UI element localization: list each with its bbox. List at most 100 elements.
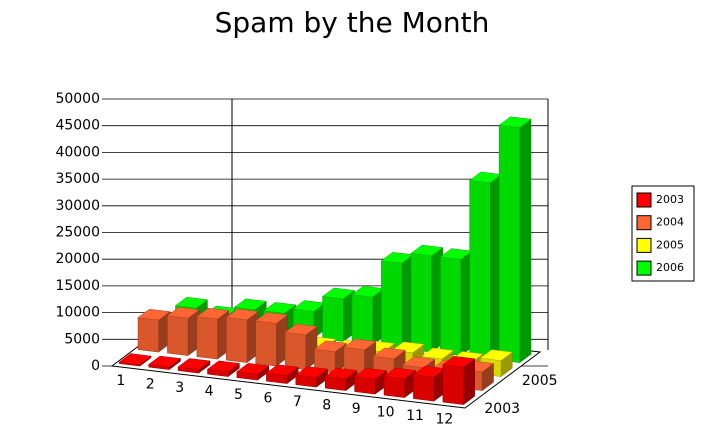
- bar-top: [321, 287, 356, 300]
- bar-top: [479, 349, 513, 361]
- x-tick-label: 12: [435, 412, 453, 428]
- bar: [118, 353, 152, 367]
- bar: [380, 252, 414, 350]
- bar-top: [166, 307, 200, 319]
- bar: [313, 340, 348, 374]
- bar: [498, 116, 532, 364]
- depth-tick-label: 2005: [522, 373, 558, 389]
- x-tick-label: 8: [322, 398, 331, 414]
- bar-front: [196, 316, 218, 360]
- bar-front: [498, 124, 520, 363]
- y-tick-label: 0: [91, 358, 100, 374]
- bar: [225, 308, 259, 364]
- bar-top: [265, 364, 299, 376]
- bar-top: [196, 307, 230, 320]
- bar-top: [442, 356, 476, 368]
- bar-front: [137, 317, 159, 353]
- bar: [196, 307, 230, 360]
- bar-top: [206, 360, 241, 373]
- bar-top: [174, 296, 209, 309]
- bar-top: [255, 312, 289, 324]
- bar-top: [233, 298, 267, 310]
- bar: [324, 367, 358, 392]
- y-tick-label: 30000: [55, 198, 100, 214]
- bar-front: [410, 253, 432, 353]
- x-tick-label: 6: [263, 391, 272, 407]
- bar: [321, 287, 356, 343]
- x-tick-label: 1: [116, 373, 125, 389]
- bar-top: [402, 356, 436, 368]
- bar-side: [519, 118, 532, 364]
- bar: [177, 358, 211, 374]
- x-tick-label: 3: [175, 380, 184, 396]
- legend-label: 2005: [656, 238, 684, 251]
- bar-front: [440, 256, 462, 356]
- bar-front: [442, 364, 464, 405]
- bar: [295, 366, 329, 388]
- x-tick-label: 9: [352, 401, 361, 417]
- bar-front: [354, 376, 376, 395]
- y-tick-label: 40000: [55, 144, 100, 160]
- bar-top: [353, 368, 388, 380]
- legend-label: 2004: [656, 216, 684, 229]
- bar-top: [284, 323, 318, 336]
- bar-top: [148, 355, 182, 368]
- bar: [148, 355, 182, 371]
- y-tick-label: 10000: [55, 305, 100, 321]
- bar-top: [177, 358, 211, 370]
- bar-top: [383, 367, 417, 380]
- bar: [236, 363, 270, 381]
- bar: [351, 285, 385, 346]
- bar-top: [225, 308, 259, 321]
- y-tick-label: 20000: [55, 251, 100, 267]
- bar: [137, 308, 171, 353]
- y-tick-label: 15000: [55, 278, 100, 294]
- y-tick-label: 45000: [55, 118, 100, 134]
- bar-top: [372, 347, 406, 359]
- bar-front: [167, 315, 189, 356]
- x-tick-label: 5: [234, 387, 243, 403]
- legend-label: 2003: [656, 193, 684, 206]
- bar-top: [137, 308, 171, 321]
- bar: [469, 171, 503, 360]
- bar-top: [420, 347, 455, 360]
- bar: [284, 323, 318, 371]
- bar: [442, 356, 476, 406]
- y-tick-label: 25000: [55, 225, 100, 241]
- bar: [166, 307, 200, 357]
- bar: [410, 244, 444, 353]
- legend-swatch: [636, 260, 652, 276]
- bar-top: [343, 338, 377, 351]
- legend-label: 2006: [656, 261, 684, 274]
- bar-front: [413, 374, 435, 402]
- depth-tick-label: 2003: [484, 401, 520, 417]
- bar-front: [226, 317, 248, 363]
- bar-top: [118, 353, 152, 365]
- bar-top: [295, 366, 329, 378]
- bar-front: [255, 320, 277, 367]
- x-tick-label: 11: [406, 408, 424, 424]
- bar-front: [383, 376, 405, 398]
- bar: [255, 312, 289, 367]
- bar: [265, 364, 299, 385]
- bar-top: [410, 244, 444, 257]
- bar-front: [322, 296, 344, 342]
- bar-front: [351, 294, 373, 346]
- legend-swatch: [636, 192, 652, 208]
- legend-swatch: [636, 215, 652, 231]
- y-tick-label: 5000: [64, 331, 100, 347]
- bar: [412, 365, 446, 402]
- bar-top: [498, 116, 532, 128]
- bar-top: [313, 340, 348, 352]
- y-tick-label: 35000: [55, 171, 100, 187]
- y-tick-label: 50000: [55, 91, 100, 107]
- bar-top: [236, 363, 270, 375]
- bar-front: [469, 180, 491, 360]
- x-tick-label: 2: [146, 377, 155, 393]
- bar-top: [263, 302, 297, 314]
- chart-title: Spam by the Month: [215, 6, 490, 39]
- bar: [439, 248, 473, 357]
- x-tick-label: 10: [377, 405, 395, 421]
- bar: [383, 367, 417, 399]
